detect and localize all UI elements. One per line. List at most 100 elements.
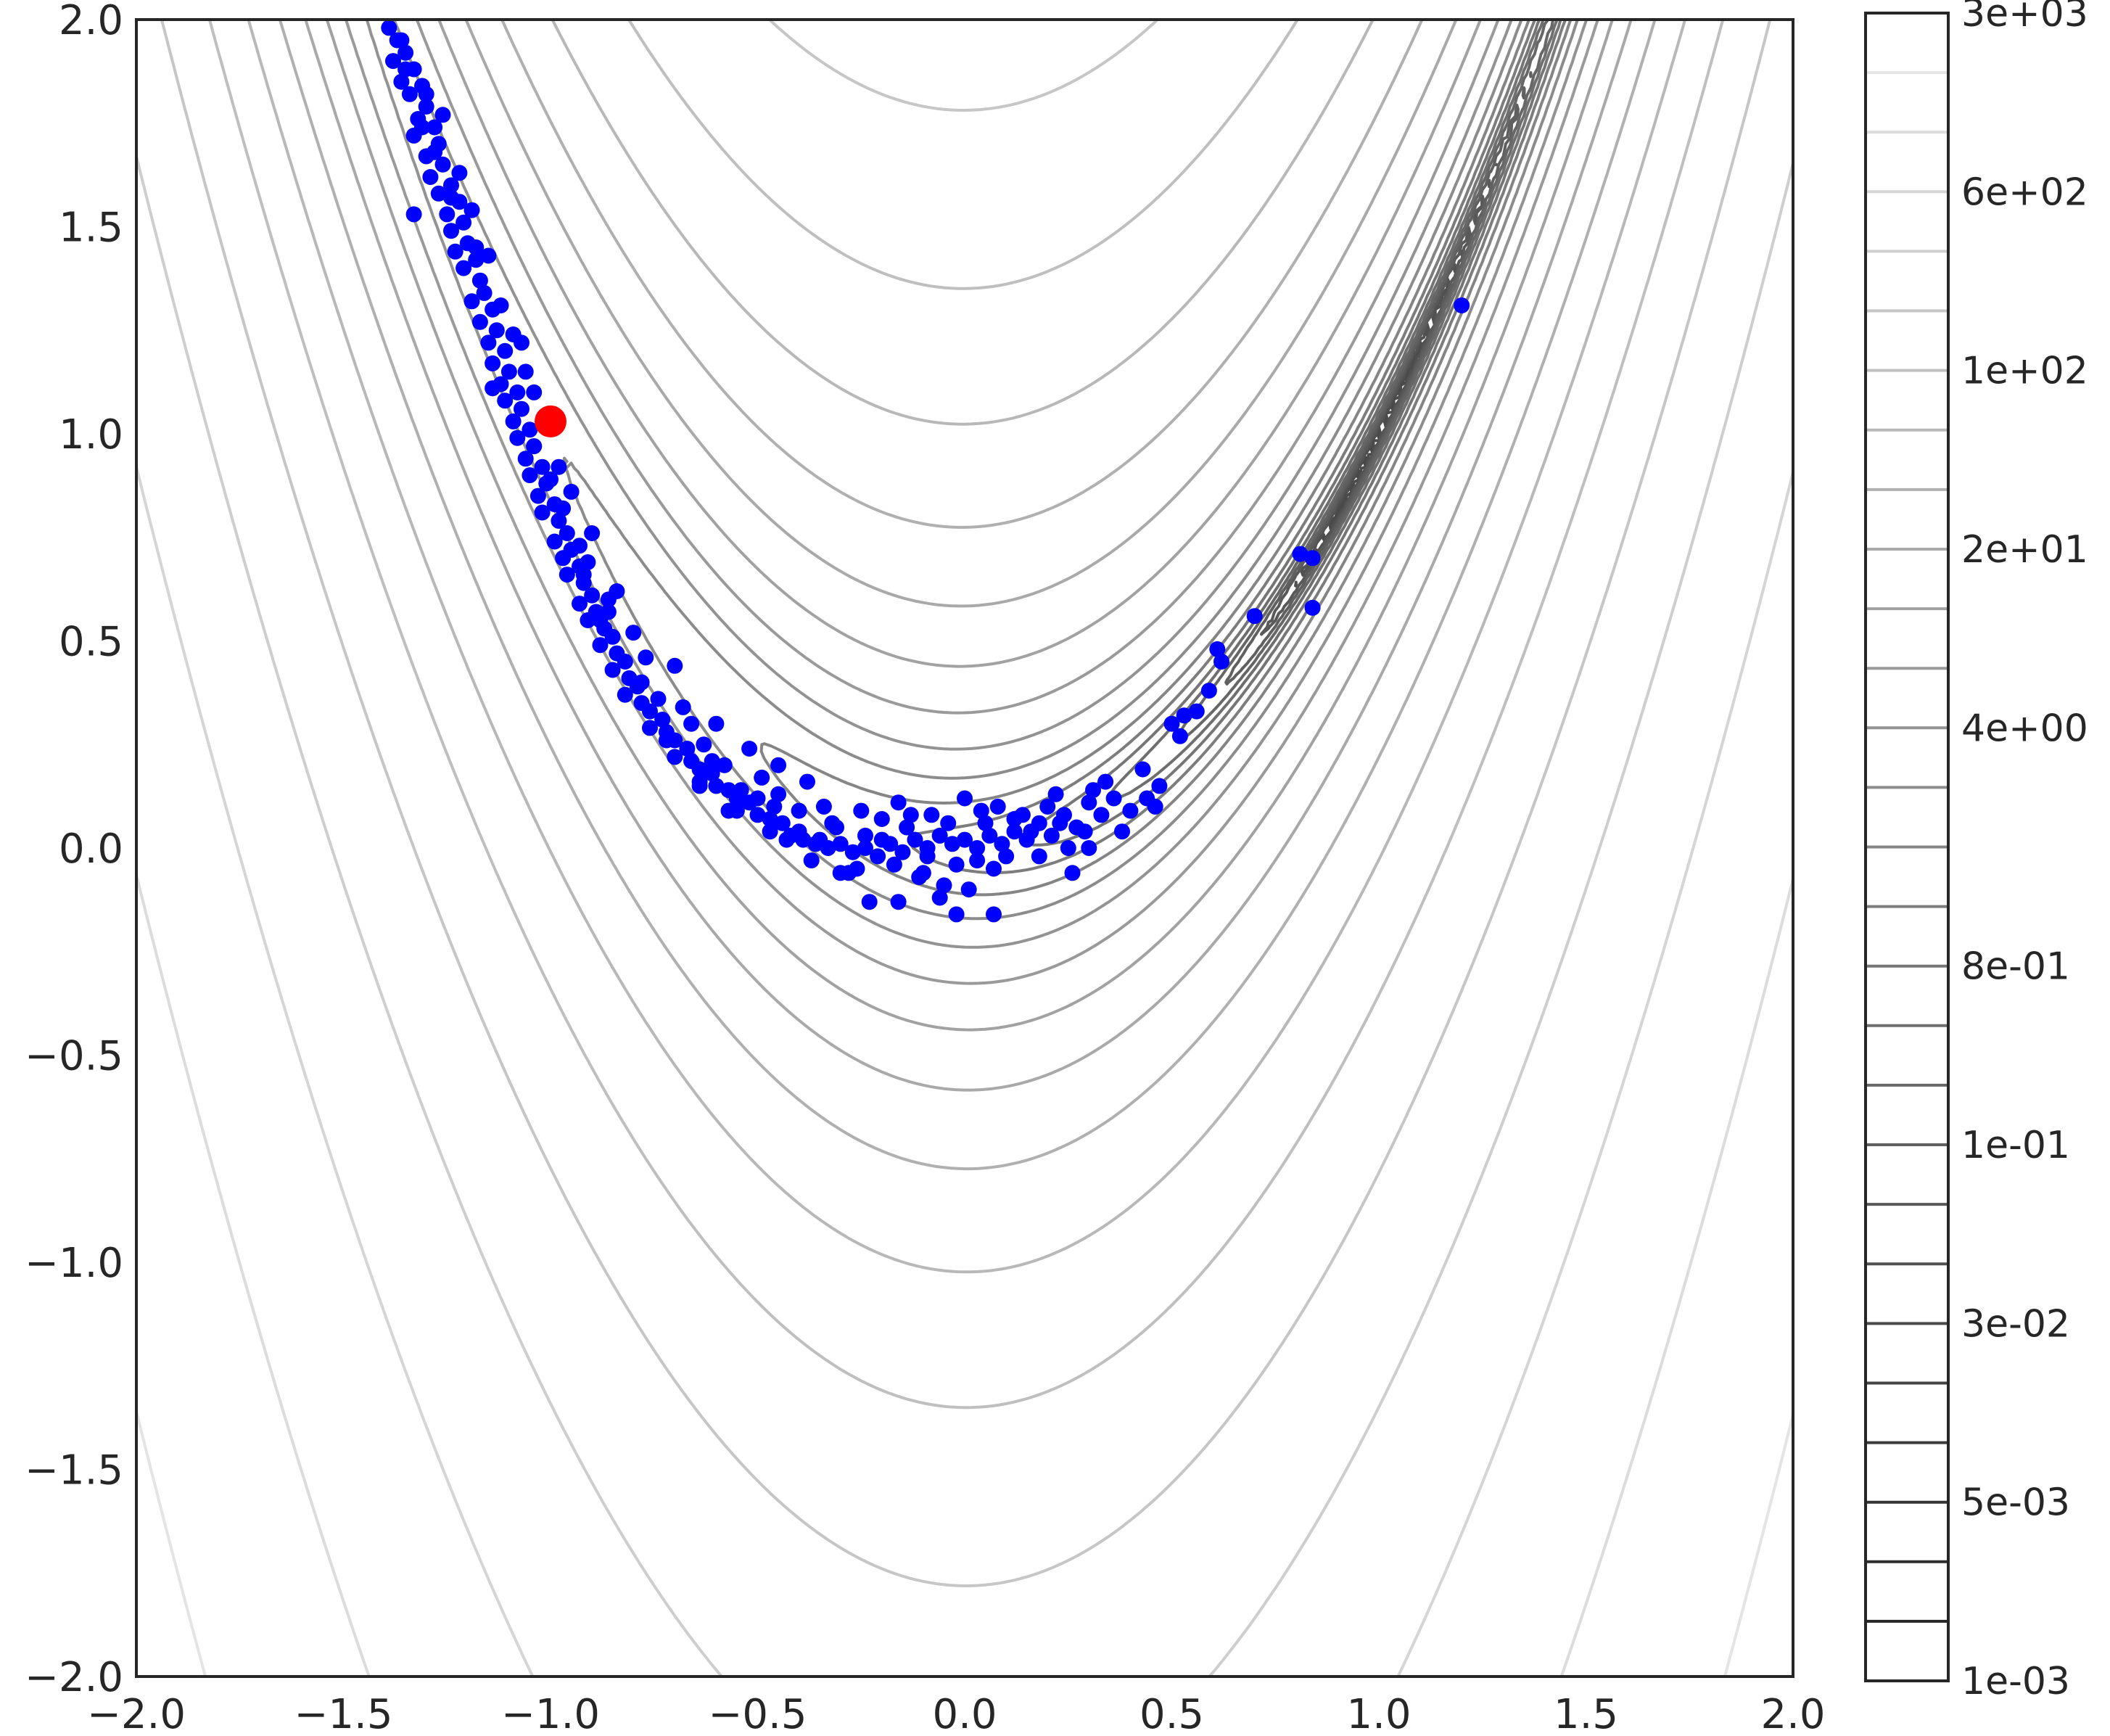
plot-frame <box>135 18 1794 1678</box>
sample-point <box>886 856 902 873</box>
sample-point <box>844 844 861 860</box>
scatter-points <box>381 20 1470 923</box>
y-tick-label: 2.0 <box>59 0 123 44</box>
sample-point <box>696 736 712 753</box>
y-tick-label: 1.5 <box>59 205 123 252</box>
sample-point <box>430 185 447 202</box>
sample-point <box>890 894 907 910</box>
x-tick-label: −2.0 <box>87 1691 186 1736</box>
sample-point <box>488 322 505 339</box>
y-tick-label: −2.0 <box>25 1654 123 1701</box>
sample-point <box>414 119 430 136</box>
sample-point <box>1139 790 1155 807</box>
highlight-point <box>535 405 566 437</box>
x-axis: −2.0 −1.5 −1.0 −0.5 0.0 0.5 1.0 1.5 2.0 <box>87 1691 1826 1736</box>
sample-point <box>638 649 654 666</box>
sample-point <box>691 778 708 794</box>
sample-point <box>1151 778 1168 794</box>
sample-point <box>803 852 820 869</box>
sample-point <box>480 247 497 264</box>
sample-point <box>543 471 559 488</box>
sample-point <box>397 44 414 61</box>
sample-point <box>1304 550 1321 567</box>
sample-point <box>923 807 940 823</box>
sample-point <box>1171 728 1188 744</box>
sample-point <box>468 239 485 255</box>
sample-point <box>1047 786 1064 802</box>
sample-point <box>1043 827 1060 844</box>
sample-point <box>600 604 617 620</box>
contour-line <box>136 873 1793 1677</box>
sample-point <box>654 712 671 728</box>
sample-point <box>973 802 989 819</box>
sample-point <box>381 20 397 36</box>
sample-point <box>1188 703 1205 720</box>
sample-point <box>708 715 725 732</box>
sample-point <box>667 657 683 674</box>
sample-point <box>766 798 783 815</box>
x-tick-label: −0.5 <box>709 1691 807 1736</box>
sample-point <box>559 525 575 541</box>
sample-point <box>708 778 725 794</box>
colorbar-tick-label: 2e+01 <box>1961 528 2088 572</box>
sample-point <box>716 757 733 773</box>
sample-point <box>981 827 998 844</box>
sample-point <box>754 769 770 786</box>
sample-point <box>919 848 936 865</box>
sample-point <box>426 119 443 136</box>
sample-point <box>1064 865 1081 881</box>
sample-point <box>944 836 960 852</box>
sample-point <box>741 741 758 757</box>
sample-point <box>969 852 986 869</box>
sample-point <box>762 811 778 827</box>
sample-point <box>986 906 1002 923</box>
contour-line <box>759 20 1573 897</box>
sample-point <box>385 53 401 70</box>
sample-point <box>774 815 791 831</box>
contour-line <box>136 465 1793 1677</box>
colorbar-tick-label: 1e-01 <box>1961 1124 2070 1167</box>
x-tick-label: −1.0 <box>501 1691 600 1736</box>
sample-point <box>770 786 787 802</box>
contour-line <box>207 20 1725 1410</box>
sample-point <box>948 906 965 923</box>
sample-point <box>572 538 588 554</box>
sample-point <box>418 86 434 102</box>
sample-point <box>679 741 696 757</box>
sample-point <box>1304 599 1321 616</box>
sample-point <box>563 483 580 500</box>
sample-point <box>451 165 468 181</box>
sample-point <box>393 32 410 49</box>
sample-point <box>401 86 418 102</box>
sample-point <box>1122 802 1139 819</box>
sample-point <box>625 625 642 641</box>
y-tick-label: −0.5 <box>25 1033 123 1080</box>
sample-point <box>799 773 815 790</box>
colorbar-frame <box>1864 12 1950 1682</box>
sample-point <box>683 715 700 732</box>
sample-point <box>902 807 919 823</box>
sample-point <box>832 836 849 852</box>
sample-point <box>514 400 529 417</box>
y-tick-label: −1.0 <box>25 1240 123 1287</box>
plot-area <box>136 20 1793 1677</box>
sample-point <box>572 596 588 612</box>
sample-point <box>633 674 650 691</box>
contour-line <box>278 20 1657 1171</box>
sample-point <box>418 98 434 115</box>
colorbar: 3e+03 6e+02 1e+02 2e+01 4e+00 8e-01 1e-01 3e-02… <box>1864 0 2088 1703</box>
y-tick-label: 1.0 <box>59 411 123 458</box>
sample-point <box>463 202 480 218</box>
sample-point <box>551 512 567 529</box>
y-tick-label: 0.5 <box>59 619 123 666</box>
contour-line <box>1224 71 1533 686</box>
sample-point <box>650 691 667 707</box>
sample-point <box>500 363 517 380</box>
sample-point <box>434 156 451 173</box>
sample-point <box>447 243 463 260</box>
sample-point <box>899 819 915 836</box>
sample-point <box>456 214 472 231</box>
sample-point <box>526 384 543 400</box>
sample-point <box>658 732 675 749</box>
sample-point <box>546 533 563 550</box>
